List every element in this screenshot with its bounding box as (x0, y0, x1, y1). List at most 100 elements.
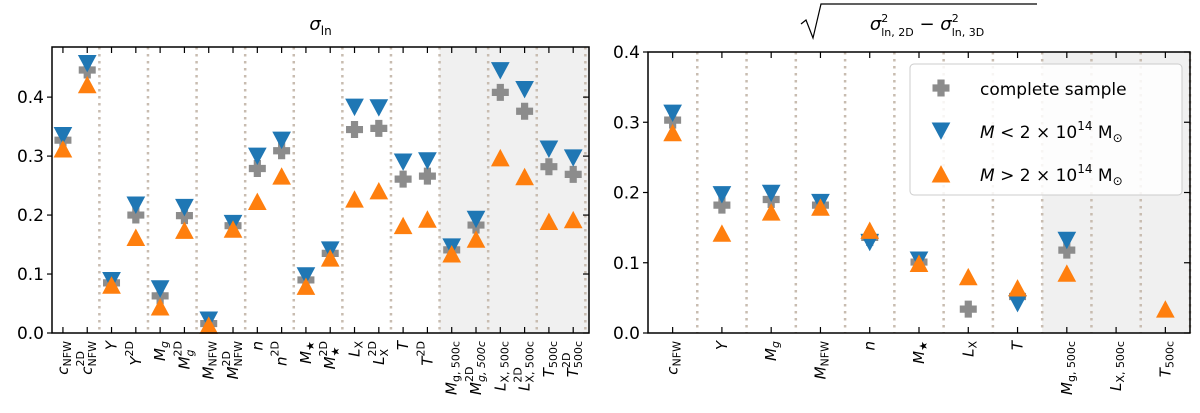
label-base: M (224, 366, 242, 379)
label-sup: 2D (414, 341, 427, 356)
x-tick-label: L2DX (366, 341, 391, 365)
label-sub: X (353, 341, 366, 349)
x-tick-label: M2D★ (317, 341, 342, 369)
marker-complete-sample (370, 119, 388, 137)
marker-high-mass (223, 220, 243, 238)
marker-high-mass (931, 165, 951, 183)
marker-low-mass (418, 152, 437, 170)
marker-complete-sample (1058, 241, 1076, 259)
label-sub: X, 500c (524, 341, 537, 383)
label-base: M (762, 348, 780, 361)
x-tick-label: LX (345, 341, 366, 357)
x-tick-label: n2D (269, 341, 291, 366)
title-sup: 2 (952, 12, 959, 25)
legend-exp: 14 (1077, 162, 1092, 176)
marker-complete-sample (713, 196, 731, 214)
marker-low-mass (175, 198, 194, 217)
marker-high-mass (393, 216, 413, 235)
marker-complete-sample (418, 167, 436, 185)
y-tick-label: 0.3 (17, 147, 44, 167)
marker-high-mass (272, 167, 291, 185)
label-base: T (394, 339, 412, 350)
marker-complete-sample (346, 121, 364, 139)
title-sub: ln (321, 24, 332, 38)
marker-low-mass (393, 153, 413, 171)
marker-high-mass (345, 190, 364, 208)
legend-exp: 14 (1077, 119, 1092, 133)
label-sup: 2D (220, 351, 233, 366)
x-tick-label: MNFW (811, 341, 832, 380)
marker-high-mass (53, 140, 73, 158)
marker-complete-sample (248, 159, 266, 177)
label-base: T (1156, 366, 1174, 377)
y-tick-label: 0.1 (613, 254, 640, 274)
marker-high-mass (77, 75, 97, 94)
marker-high-mass (909, 254, 929, 272)
legend-label: M > 2 × 1014 M⊙ (980, 162, 1123, 188)
x-tick-label: Mg (151, 341, 172, 361)
label-base: c (53, 366, 71, 375)
legend-label: complete sample (980, 80, 1127, 100)
x-tick-label: cNFW (663, 341, 684, 375)
legend-sun: ⊙ (1113, 131, 1123, 145)
legend-m: M (980, 123, 995, 143)
marker-complete-sample (540, 158, 558, 176)
label-sub: g (769, 341, 782, 348)
marker-low-mass (1057, 231, 1077, 250)
marker-high-mass (175, 221, 194, 239)
label-sub: X, 500c (498, 341, 511, 383)
legend-unit: M (1093, 123, 1113, 143)
marker-low-mass (53, 126, 73, 145)
label-sub: g, 500c (475, 341, 488, 382)
label-base: M (175, 356, 193, 369)
label-sub: g, 500c (1065, 341, 1078, 382)
label-base: T (539, 366, 557, 377)
legend-box (909, 63, 1183, 196)
label-sub: NFW (61, 341, 74, 367)
marker-high-mass (320, 249, 340, 267)
label-sub: NFW (671, 341, 684, 367)
label-base: T (564, 366, 582, 377)
series-high-mass (663, 123, 1175, 318)
marker-complete-sample (516, 102, 534, 120)
marker-high-mass (199, 316, 219, 334)
marker-low-mass (563, 149, 583, 167)
x-tick-label: M2Dg (171, 341, 196, 369)
label-sub: g (183, 349, 196, 356)
title-base: σ (940, 14, 952, 35)
marker-high-mass (369, 181, 389, 200)
x-tick-label: T (1008, 339, 1026, 350)
label-sup: 2D (171, 341, 184, 356)
x-tick-label: T (394, 339, 412, 350)
marker-low-mass (345, 98, 364, 117)
label-sub: X, 500c (1114, 341, 1127, 383)
title-sup: 2 (881, 12, 888, 25)
x-tick-label: n (248, 341, 266, 351)
marker-high-mass (663, 123, 682, 142)
label-base: M (321, 356, 339, 369)
y-tick-label: 0.1 (17, 265, 44, 285)
marker-high-mass (296, 277, 316, 295)
series-high-mass (53, 75, 583, 334)
marker-low-mass (296, 267, 316, 285)
marker-complete-sample (394, 170, 412, 188)
x-tick-label: M2DNFW (220, 341, 245, 380)
label-base: T (1008, 339, 1026, 350)
legend-rel: < 2 × 10 (995, 123, 1078, 143)
label-sup: 2D (123, 341, 136, 356)
label-sub: ★ (917, 341, 930, 351)
label-base: Y (126, 355, 144, 366)
marker-low-mass (539, 140, 559, 158)
marker-high-mass (860, 221, 880, 239)
marker-high-mass (442, 245, 462, 263)
label-sub: NFW (818, 341, 831, 367)
label-base: n (248, 341, 266, 351)
y-tick-label: 0.0 (17, 324, 44, 344)
label-base: n (272, 356, 290, 366)
x-tick-label: Y (712, 339, 730, 350)
sqrt-sign (800, 3, 1037, 41)
label-base: M (199, 366, 217, 379)
marker-high-mass (126, 228, 146, 246)
title-sub: ln, 3D (952, 26, 985, 39)
